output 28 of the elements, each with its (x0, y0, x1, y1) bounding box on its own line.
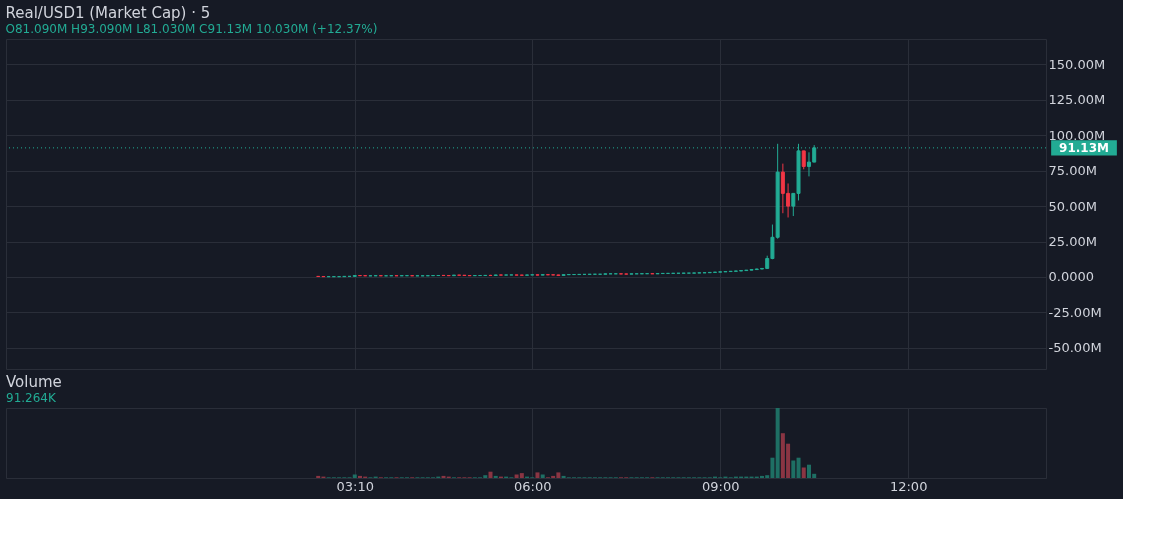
y-tick-label: 100.00M (1048, 127, 1106, 143)
ref-line-label: 91.13M (1059, 140, 1109, 155)
y-tick-label: 0.0000 (1048, 269, 1094, 285)
y-tick-label: 125.00M (1048, 92, 1106, 108)
y-tick-label: -25.00M (1048, 304, 1102, 320)
y-tick-label: 25.00M (1048, 234, 1097, 250)
bar (796, 457, 801, 478)
y-tick-label: 75.00M (1048, 163, 1097, 179)
bar (775, 408, 780, 478)
bar (535, 472, 540, 478)
bar (519, 473, 524, 478)
y-tick-label: 150.00M (1048, 56, 1106, 72)
y-tick-label: 50.00M (1048, 198, 1097, 214)
bar (316, 475, 321, 478)
x-tick-label: 03:10 (336, 478, 374, 494)
bar (791, 460, 796, 478)
bar (493, 475, 498, 478)
chart-title: Real/USD1 (Market Cap) · 5 (5, 4, 211, 22)
chart-title: Volume (6, 373, 62, 391)
x-tick-label: 09:00 (701, 478, 740, 494)
candlestick (801, 150, 806, 170)
x-tick-label: 12:00 (889, 478, 928, 494)
bar (488, 471, 493, 478)
text: 91.264K (6, 391, 57, 405)
bar (801, 467, 806, 478)
x-tick-label: 06:00 (514, 478, 552, 494)
text: O81.090M H93.090M L81.030M C91.13M 10.030M (+12.37%) (5, 22, 378, 36)
y-tick-label: -50.00M (1048, 340, 1102, 356)
